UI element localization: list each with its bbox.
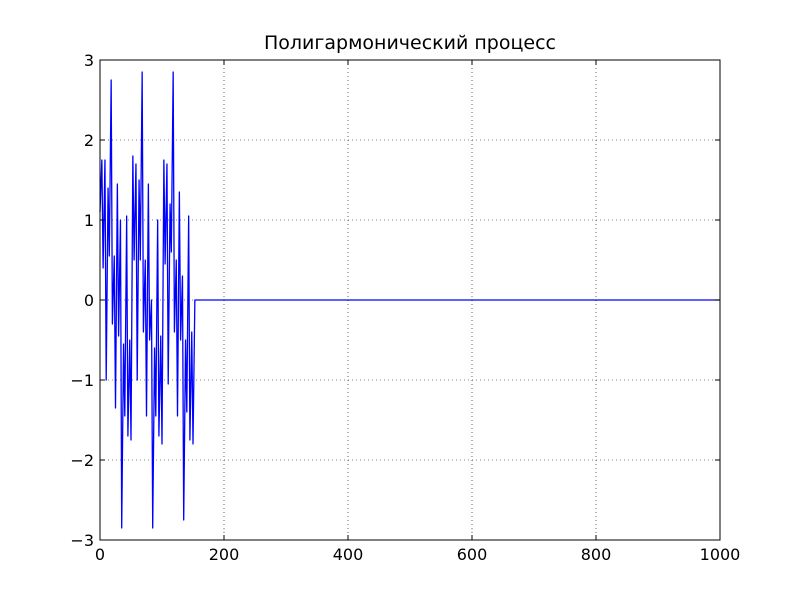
x-tick-label: 800 [581,545,612,564]
y-tick-label: −1 [70,371,94,390]
y-tick-label: 2 [84,131,94,150]
y-tick-label: −3 [70,531,94,550]
series-line [99,71,720,529]
y-tick-label: 3 [84,51,94,70]
y-tick-label: 0 [84,291,94,310]
x-tick-label: 400 [333,545,364,564]
axis-ticks: 0 200 400 600 800 1000 −3 −2 −1 0 1 2 3 [70,51,740,564]
x-tick-label: 200 [209,545,240,564]
x-tick-label: 1000 [700,545,741,564]
x-tick-label: 0 [95,545,105,564]
series-layer [99,71,720,529]
x-tick-label: 600 [457,545,488,564]
chart-title: Полигармонический процесс [264,32,556,54]
y-tick-label: 1 [84,211,94,230]
y-tick-label: −2 [70,451,94,470]
